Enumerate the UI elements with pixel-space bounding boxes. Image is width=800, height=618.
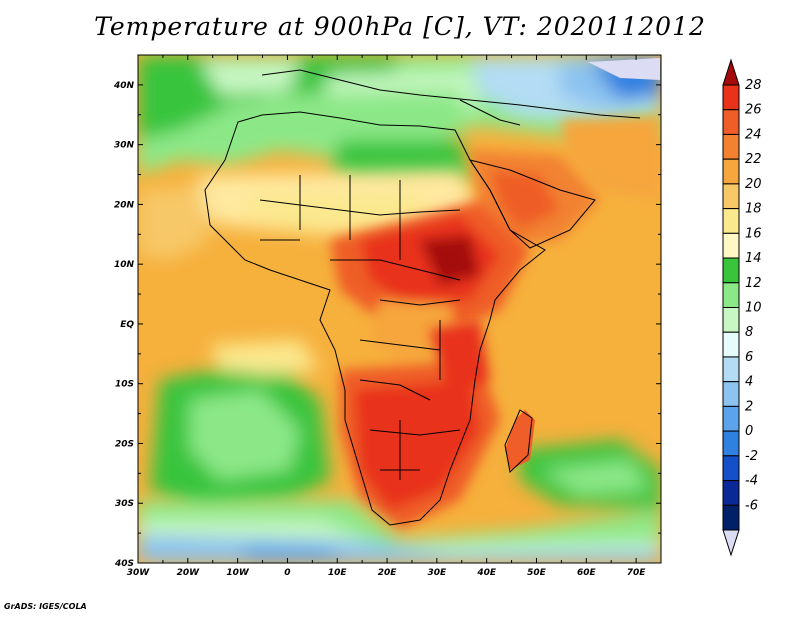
lat-label-eq: EQ: [120, 320, 134, 330]
colorbar-label: -2: [745, 449, 758, 464]
colorbar-swatch: [722, 504, 740, 531]
colorbar-label: 8: [745, 325, 753, 340]
colorbar-swatch: [722, 331, 740, 358]
colorbar-swatch: [722, 208, 740, 234]
colorbar-label: -6: [745, 498, 758, 513]
colorbar-label: 4: [745, 375, 753, 390]
colorbar-swatch: [722, 257, 740, 284]
colorbar-swatch: [722, 480, 740, 506]
colorbar-label: 22: [745, 152, 762, 167]
temperature-field: [138, 55, 661, 563]
colorbar-swatch: [722, 405, 740, 432]
lon-label-70e: 70E: [627, 568, 647, 578]
lat-label-30s: 30S: [115, 499, 134, 509]
lat-label-10s: 10S: [115, 380, 134, 390]
lon-label-10e: 10E: [328, 568, 348, 578]
lon-label-20w: 20W: [177, 568, 201, 578]
colorbar-label: 16: [745, 226, 762, 241]
colorbar-swatch: [722, 307, 740, 333]
lon-label-10w: 10W: [226, 568, 250, 578]
lat-label-40n: 40N: [113, 81, 135, 91]
colorbar-swatch: [722, 232, 740, 259]
colorbar-label: 0: [745, 424, 753, 439]
chart-title: Temperature at 900hPa [C], VT: 202011201…: [94, 12, 706, 41]
longitude-labels: 30W 20W 10W 0 10E 20E 30E 40E 50E 60E 70E: [127, 568, 647, 578]
colorbar-swatch: [722, 455, 740, 482]
colorbar-swatch: [722, 133, 740, 160]
latitude-labels: 40N 30N 20N 10N EQ 10S 20S 30S 40S: [113, 81, 135, 569]
lon-label-30w: 30W: [127, 568, 151, 578]
colorbar-swatch: [722, 282, 740, 308]
colorbar-label: 18: [745, 202, 762, 217]
colorbar-swatch: [722, 109, 740, 135]
colorbar-top-arrow: [722, 58, 740, 86]
colorbar-swatch: [722, 356, 740, 383]
colorbar-bottom-arrow: [722, 529, 740, 557]
colorbar-label: 20: [745, 177, 762, 192]
colorbar-swatch: [722, 183, 740, 210]
colorbar-swatch: [722, 381, 740, 407]
lon-label-20e: 20E: [378, 568, 398, 578]
colorbar-label: 26: [745, 103, 762, 118]
colorbar-label: 14: [745, 251, 762, 266]
lat-label-20n: 20N: [114, 200, 135, 210]
colorbar: [722, 58, 740, 557]
colorbar-label: -4: [745, 474, 758, 489]
lat-label-30n: 30N: [114, 141, 135, 151]
map-frame: [137, 54, 662, 564]
coastlines: [204, 69, 641, 526]
colorbar-label: 28: [745, 78, 762, 93]
credit-text: GrADS: IGES/COLA: [4, 602, 87, 611]
colorbar-label: 24: [745, 127, 762, 142]
colorbar-swatch: [722, 84, 740, 111]
colorbar-label: 10: [745, 301, 762, 316]
lat-label-20s: 20S: [115, 439, 134, 449]
lon-label-40e: 40E: [476, 568, 497, 578]
colorbar-label: 12: [745, 276, 762, 291]
lon-label-60e: 60E: [577, 568, 597, 578]
lon-label-50e: 50E: [527, 568, 547, 578]
colorbar-label: 2: [745, 399, 753, 414]
lat-label-10n: 10N: [114, 260, 135, 270]
colorbar-swatch: [722, 158, 740, 185]
lon-label-0: 0: [284, 568, 290, 578]
lon-label-30e: 30E: [428, 568, 448, 578]
colorbar-label: 6: [745, 350, 753, 365]
lat-label-40s: 40S: [114, 559, 134, 569]
map-ticks: [137, 54, 662, 564]
colorbar-swatch: [722, 430, 740, 457]
